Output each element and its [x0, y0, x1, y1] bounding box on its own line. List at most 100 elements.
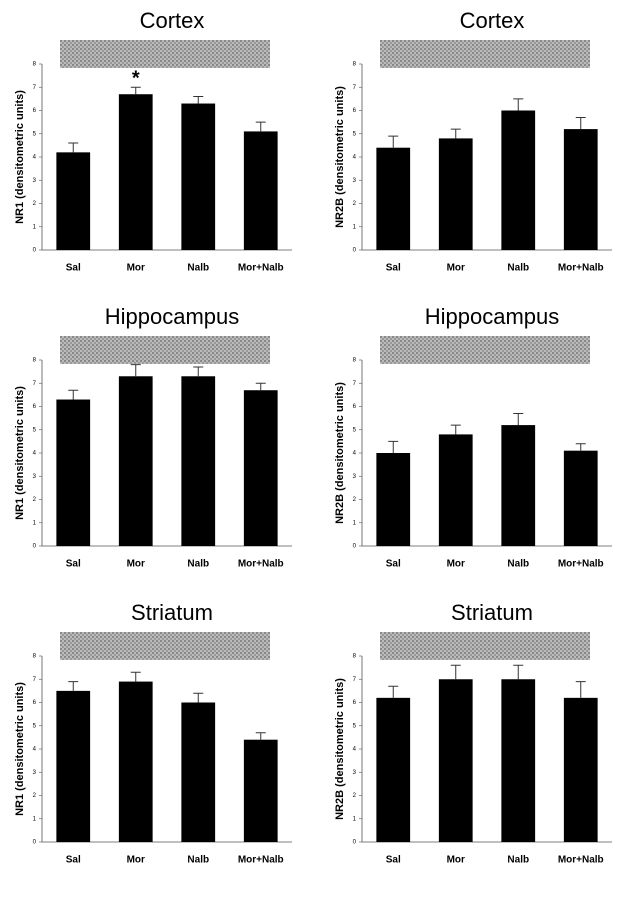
chart-title: Hippocampus [425, 304, 560, 329]
error-bar [451, 665, 461, 679]
y-tick-label: 0 [33, 248, 37, 254]
bar [244, 131, 278, 250]
bar [56, 152, 90, 250]
y-tick-label: 1 [33, 816, 37, 822]
error-bar [68, 390, 78, 399]
y-tick-label: 6 [33, 404, 37, 410]
y-tick-label: 5 [353, 723, 357, 729]
y-axis-label: NR2B (densitometric units) [334, 382, 346, 524]
y-tick-label: 7 [33, 85, 37, 91]
blot-image [380, 336, 590, 364]
annotation: * [132, 68, 140, 90]
blot-image [60, 336, 270, 364]
error-bar [388, 686, 398, 698]
blot-image [380, 40, 590, 68]
x-tick-label: Mor [127, 855, 145, 866]
y-tick-label: 5 [33, 427, 37, 433]
y-tick-label: 3 [33, 474, 37, 480]
x-tick-label: Mor [127, 263, 145, 274]
y-tick-label: 8 [33, 358, 37, 364]
y-tick-label: 5 [353, 131, 357, 137]
bar [119, 376, 153, 546]
error-bar [388, 136, 398, 148]
x-tick-label: Mor+Nalb [238, 263, 284, 274]
blot-image [60, 40, 270, 68]
bar [439, 434, 473, 546]
y-tick-label: 4 [353, 747, 357, 753]
y-axis-label: NR2B (densitometric units) [334, 86, 346, 228]
bar [244, 390, 278, 546]
y-axis-label: NR1 (densitometric units) [14, 682, 26, 816]
error-bar [256, 383, 266, 390]
y-tick-label: 0 [33, 544, 37, 550]
bar [439, 138, 473, 250]
y-tick-label: 1 [33, 224, 37, 230]
error-bar [576, 444, 586, 451]
x-tick-label: Mor+Nalb [238, 855, 284, 866]
y-tick-label: 4 [33, 451, 37, 457]
y-tick-label: 8 [33, 62, 37, 68]
y-tick-label: 3 [353, 178, 357, 184]
error-bar [513, 665, 523, 679]
error-bar [513, 413, 523, 425]
x-tick-label: Sal [66, 559, 81, 570]
x-tick-label: Sal [66, 263, 81, 274]
y-tick-label: 0 [353, 544, 357, 550]
y-tick-label: 3 [353, 770, 357, 776]
error-bar [256, 733, 266, 740]
x-tick-label: Sal [386, 263, 401, 274]
y-tick-label: 4 [33, 747, 37, 753]
y-tick-label: 1 [33, 520, 37, 526]
error-bar [68, 143, 78, 152]
y-tick-label: 6 [353, 700, 357, 706]
y-tick-label: 5 [33, 723, 37, 729]
y-tick-label: 0 [353, 248, 357, 254]
bar [181, 104, 215, 250]
error-bar [131, 672, 141, 681]
bar [501, 111, 535, 251]
y-tick-label: 7 [353, 85, 357, 91]
y-tick-label: 1 [353, 224, 357, 230]
y-tick-label: 7 [353, 677, 357, 683]
bar [564, 698, 598, 842]
chart-title: Striatum [451, 600, 533, 625]
y-tick-label: 8 [353, 62, 357, 68]
panel: HippocampusNR1 (densitometric units)0123… [14, 304, 292, 570]
y-tick-label: 6 [353, 404, 357, 410]
y-axis-label: NR1 (densitometric units) [14, 386, 26, 520]
x-tick-label: Nalb [187, 263, 209, 274]
bar [501, 679, 535, 842]
figure: Cortex NR1 (densitometric units) 0 1 2 3 4 5 6 7 8… [0, 0, 641, 902]
bar [56, 400, 90, 546]
chart-title: Cortex [140, 8, 205, 33]
y-tick-label: 8 [353, 654, 357, 660]
bar [181, 376, 215, 546]
x-tick-label: Sal [386, 559, 401, 570]
y-tick-label: 3 [33, 178, 37, 184]
x-tick-label: Mor [447, 855, 465, 866]
y-tick-label: 5 [353, 427, 357, 433]
y-tick-label: 8 [33, 654, 37, 660]
y-tick-label: 4 [353, 155, 357, 161]
bar [119, 94, 153, 250]
x-tick-label: Mor+Nalb [558, 559, 604, 570]
y-tick-label: 6 [33, 108, 37, 114]
y-tick-label: 3 [353, 474, 357, 480]
y-tick-label: 2 [33, 793, 37, 799]
error-bar [451, 425, 461, 434]
y-tick-label: 7 [33, 381, 37, 387]
error-bar [68, 682, 78, 691]
x-tick-label: Sal [66, 855, 81, 866]
y-tick-label: 1 [353, 520, 357, 526]
x-tick-label: Mor+Nalb [558, 263, 604, 274]
chart-title: Striatum [131, 600, 213, 625]
y-tick-label: 7 [33, 677, 37, 683]
y-tick-label: 2 [353, 201, 357, 207]
x-tick-label: Nalb [187, 855, 209, 866]
error-bar [451, 129, 461, 138]
bar [119, 682, 153, 842]
error-bar [256, 122, 266, 131]
error-bar [193, 97, 203, 104]
